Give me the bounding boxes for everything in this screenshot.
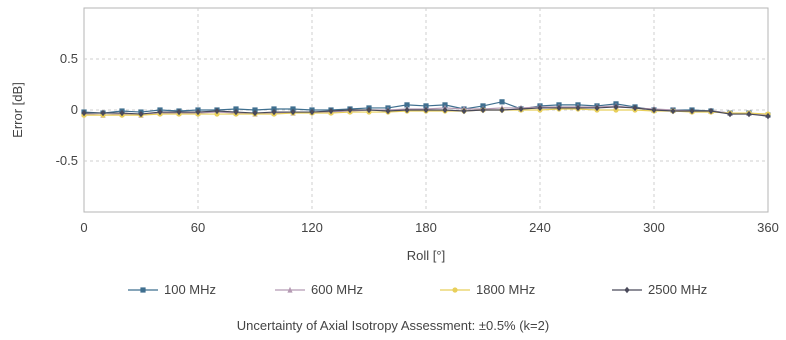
legend-item: 1800 MHz [440, 282, 535, 297]
data-point [632, 104, 638, 112]
x-tick-label: 60 [191, 220, 205, 235]
data-point [556, 104, 562, 112]
legend-item: 600 MHz [275, 282, 363, 297]
legend-item: 2500 MHz [612, 282, 707, 297]
legend-marker [287, 286, 293, 293]
data-point [746, 110, 752, 118]
legend-item: 100 MHz [128, 282, 216, 297]
y-tick-label: 0.5 [60, 51, 78, 66]
data-point [233, 108, 239, 116]
data-point [214, 107, 220, 115]
x-tick-label: 360 [757, 220, 779, 235]
data-point [81, 109, 87, 117]
data-point [537, 104, 543, 112]
x-tick-label: 120 [301, 220, 323, 235]
series-3 [81, 103, 771, 120]
data-point [309, 108, 315, 116]
data-point [461, 107, 467, 115]
data-point [575, 104, 581, 112]
data-point [157, 108, 163, 116]
y-tick-label: 0 [71, 102, 78, 117]
data-point [347, 106, 353, 114]
legend-label: 1800 MHz [476, 282, 535, 297]
data-point [442, 106, 448, 114]
data-point [404, 106, 410, 114]
legend-label: 600 MHz [311, 282, 363, 297]
tick-labels: 0 60 120 180 240 300 360 0.5 0 -0.5 [56, 51, 779, 235]
data-point [670, 107, 676, 115]
data-point [594, 104, 600, 112]
x-tick-label: 0 [80, 220, 87, 235]
data-point [100, 109, 106, 117]
data-point [404, 102, 410, 108]
data-point [195, 108, 201, 116]
data-point [366, 106, 372, 114]
data-point [252, 109, 258, 117]
data-point [518, 105, 524, 113]
data-point [138, 110, 144, 118]
data-point [765, 112, 771, 120]
legend: 100 MHz 600 MHz 1800 MHz 2500 MHz [128, 282, 707, 297]
data-point [119, 109, 125, 117]
y-tick-label: -0.5 [56, 153, 78, 168]
legend-marker [452, 287, 458, 293]
data-point [499, 99, 505, 105]
legend-marker [140, 287, 146, 293]
data-point [385, 107, 391, 115]
data-point [271, 108, 277, 116]
legend-marker [624, 286, 630, 294]
x-tick-label: 300 [643, 220, 665, 235]
series-layer [81, 99, 771, 120]
data-point [708, 107, 714, 115]
data-point [613, 103, 619, 111]
data-point [176, 108, 182, 116]
x-axis-title: Roll [°] [407, 248, 445, 263]
data-point [423, 106, 429, 114]
x-tick-label: 240 [529, 220, 551, 235]
data-point [689, 107, 695, 115]
data-point [480, 106, 486, 114]
data-point [328, 107, 334, 115]
legend-label: 2500 MHz [648, 282, 707, 297]
x-tick-label: 180 [415, 220, 437, 235]
y-axis-title: Error [dB] [10, 82, 25, 138]
data-point [499, 106, 505, 114]
legend-label: 100 MHz [164, 282, 216, 297]
uncertainty-note: Uncertainty of Axial Isotropy Assessment… [236, 318, 550, 333]
data-point [290, 108, 296, 116]
data-point [651, 106, 657, 114]
data-point [727, 110, 733, 118]
